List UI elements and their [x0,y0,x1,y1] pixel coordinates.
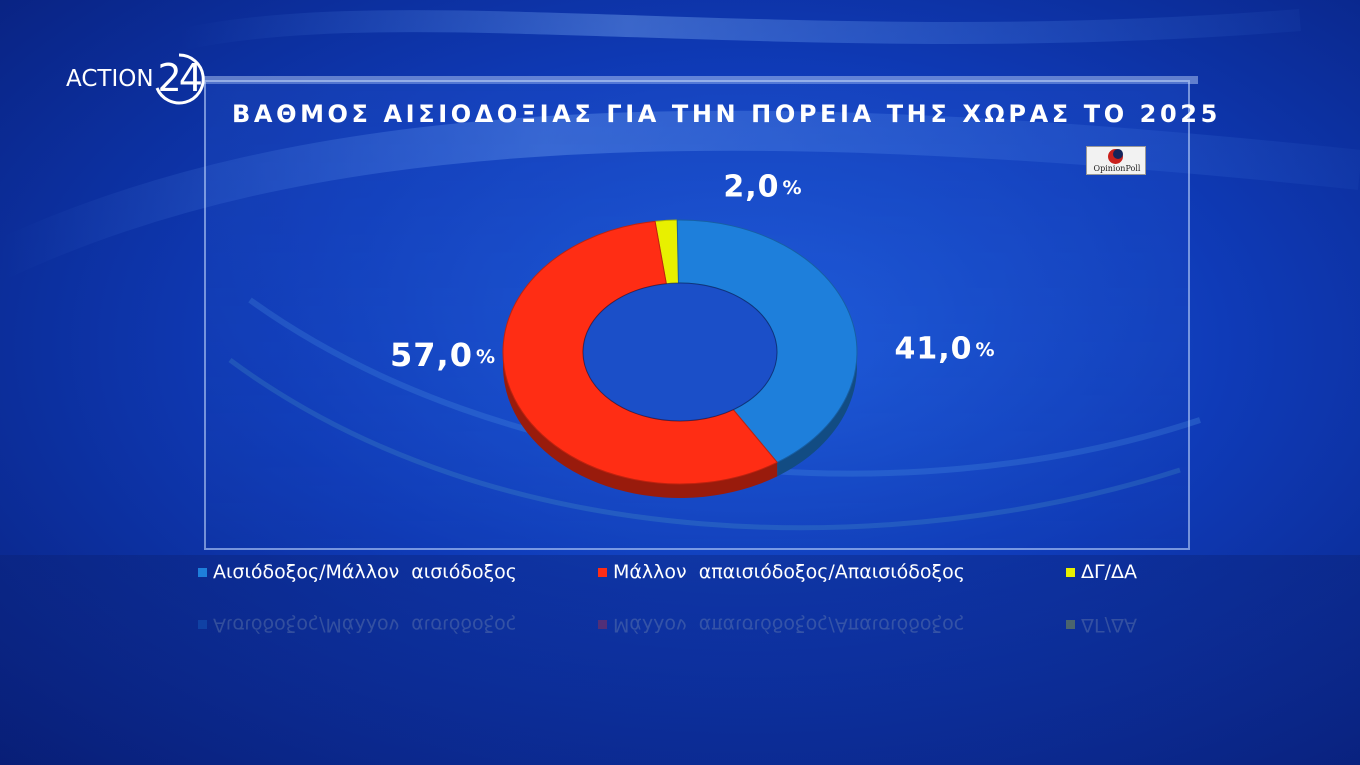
opinionpoll-logo: OpinionPoll [1086,146,1146,175]
floor-reflection-area [0,555,1360,765]
legend-label: Αισιόδοξος/Μάλλον αισιόδοξος [213,561,517,583]
legend-swatch [198,567,207,577]
brand-name: ACTION [66,66,154,92]
legend-reflection-item: Μάλλον απαισιόδοξος/Απαισιόδοξος [598,614,965,636]
data-label-unit-0: % [975,339,995,361]
legend-reflection-item: Αισιόδοξος/Μάλλον αισιόδοξος [198,614,517,636]
legend-swatch [198,620,207,630]
donut-hole [582,282,778,422]
data-label-2: 2,0% [723,170,802,205]
legend-item: ΔΓ/ΔΑ [1066,561,1137,583]
chart-title: ΒΑΘΜΟΣ ΑΙΣΙΟΔΟΞΙΑΣ ΓΙΑ ΤΗΝ ΠΟΡΕΙΑ ΤΗΣ ΧΩ… [232,100,1221,128]
legend-reflection-item: ΔΓ/ΔΑ [1066,614,1137,636]
legend-swatch [598,567,607,577]
legend-label: Μάλλον απαισιόδοξος/Απαισιόδοξος [613,561,965,583]
legend-item: Μάλλον απαισιόδοξος/Απαισιόδοξος [598,561,965,583]
logo-dot-navy [1113,149,1123,159]
legend-label: ΔΓ/ΔΑ [1081,561,1137,583]
legend-label: Αισιόδοξος/Μάλλον αισιόδοξος [213,614,517,636]
channel-logo: ACTION 24 [66,52,206,106]
data-label-0: 41,0% [894,332,995,367]
brand-number: 24 [157,56,203,100]
legend-item: Αισιόδοξος/Μάλλον αισιόδοξος [198,561,517,583]
brand-number-badge: 24 [152,52,206,106]
opinionpoll-logo-text: OpinionPoll [1093,164,1141,173]
legend-swatch [1066,620,1075,630]
legend-label: ΔΓ/ΔΑ [1081,614,1137,636]
data-label-1: 57,0% [390,336,496,374]
legend-swatch [1066,567,1075,577]
brand-ring-icon [155,53,205,105]
legend-label: Μάλλον απαισιόδοξος/Απαισιόδοξος [613,614,965,636]
data-label-unit-1: % [476,346,496,368]
data-label-unit-2: % [783,177,803,199]
legend-swatch [598,620,607,630]
